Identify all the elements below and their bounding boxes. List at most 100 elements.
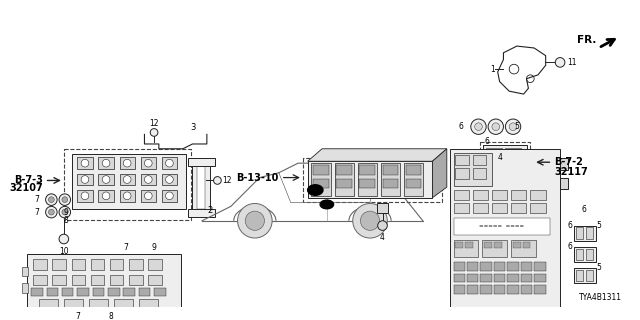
Circle shape bbox=[45, 206, 57, 218]
Text: B-13-10: B-13-10 bbox=[236, 172, 279, 183]
Bar bbox=[162, 190, 177, 202]
Text: 6: 6 bbox=[582, 205, 586, 214]
Bar bbox=[454, 274, 465, 282]
Bar bbox=[47, 288, 58, 296]
Bar bbox=[531, 190, 546, 200]
Bar bbox=[513, 242, 521, 248]
Circle shape bbox=[62, 197, 68, 203]
Bar bbox=[508, 262, 519, 271]
Bar bbox=[31, 288, 43, 296]
Circle shape bbox=[145, 176, 152, 183]
Circle shape bbox=[150, 129, 158, 136]
Bar bbox=[72, 275, 85, 285]
Bar bbox=[91, 275, 104, 285]
Circle shape bbox=[360, 211, 380, 230]
Bar bbox=[486, 161, 502, 172]
Text: 32107: 32107 bbox=[9, 183, 43, 193]
Bar bbox=[456, 155, 469, 165]
Bar bbox=[77, 288, 89, 296]
Bar bbox=[454, 262, 465, 271]
Bar bbox=[129, 259, 143, 270]
Bar bbox=[314, 165, 329, 175]
Circle shape bbox=[509, 64, 519, 74]
Circle shape bbox=[556, 58, 565, 67]
Circle shape bbox=[245, 211, 264, 230]
Bar bbox=[492, 204, 508, 213]
Circle shape bbox=[506, 119, 521, 134]
Circle shape bbox=[102, 159, 110, 167]
Bar bbox=[484, 242, 492, 248]
Bar bbox=[93, 288, 104, 296]
Bar bbox=[473, 168, 486, 179]
Circle shape bbox=[475, 123, 483, 131]
Bar bbox=[197, 166, 205, 209]
Bar bbox=[33, 275, 47, 285]
Bar bbox=[467, 274, 479, 282]
Circle shape bbox=[145, 192, 152, 200]
Text: B-7-2: B-7-2 bbox=[554, 157, 583, 167]
Ellipse shape bbox=[320, 200, 333, 209]
Bar bbox=[586, 228, 593, 239]
Bar bbox=[28, 254, 181, 320]
Text: B-7-3: B-7-3 bbox=[14, 175, 43, 186]
Bar bbox=[506, 161, 521, 172]
Bar bbox=[560, 178, 568, 189]
Bar bbox=[465, 242, 473, 248]
Circle shape bbox=[92, 310, 101, 320]
Text: 5: 5 bbox=[596, 263, 602, 272]
Circle shape bbox=[49, 209, 54, 215]
Ellipse shape bbox=[308, 185, 323, 195]
Circle shape bbox=[488, 119, 504, 134]
Bar bbox=[22, 267, 28, 276]
Bar bbox=[450, 149, 560, 307]
Bar bbox=[577, 270, 583, 281]
Bar bbox=[560, 158, 568, 170]
Bar bbox=[454, 204, 469, 213]
Circle shape bbox=[81, 176, 89, 183]
Text: 7: 7 bbox=[34, 208, 39, 217]
Bar bbox=[129, 275, 143, 285]
Bar bbox=[162, 174, 177, 185]
Bar bbox=[33, 259, 47, 270]
Bar bbox=[148, 259, 162, 270]
Circle shape bbox=[62, 209, 68, 215]
Circle shape bbox=[80, 310, 90, 320]
Bar bbox=[141, 157, 156, 169]
Bar bbox=[120, 190, 135, 202]
Bar bbox=[139, 300, 158, 309]
Circle shape bbox=[509, 123, 517, 131]
Bar bbox=[521, 274, 532, 282]
Text: 6: 6 bbox=[458, 122, 463, 131]
Text: 10: 10 bbox=[59, 247, 68, 256]
Bar bbox=[337, 165, 352, 175]
Circle shape bbox=[527, 75, 534, 83]
Bar bbox=[72, 154, 186, 209]
Circle shape bbox=[166, 159, 173, 167]
Text: 12: 12 bbox=[149, 119, 159, 128]
Text: 9: 9 bbox=[64, 208, 68, 217]
Bar bbox=[494, 285, 506, 294]
Circle shape bbox=[124, 192, 131, 200]
Bar bbox=[486, 148, 502, 158]
Circle shape bbox=[59, 206, 70, 218]
Bar bbox=[483, 145, 527, 180]
Text: 6: 6 bbox=[484, 137, 490, 146]
Bar bbox=[406, 179, 421, 188]
Text: 12: 12 bbox=[222, 176, 232, 185]
Bar bbox=[454, 190, 469, 200]
Bar bbox=[586, 249, 593, 260]
Text: 6: 6 bbox=[568, 221, 573, 230]
Bar bbox=[193, 161, 210, 214]
Bar bbox=[188, 158, 214, 166]
Text: TYA4B1311: TYA4B1311 bbox=[579, 293, 623, 302]
Polygon shape bbox=[433, 149, 447, 198]
Bar bbox=[148, 275, 162, 285]
Bar bbox=[531, 204, 546, 213]
Text: 4: 4 bbox=[380, 233, 385, 242]
Polygon shape bbox=[308, 149, 447, 161]
Text: 7: 7 bbox=[123, 244, 128, 252]
Bar bbox=[456, 242, 463, 248]
Circle shape bbox=[124, 176, 131, 183]
Circle shape bbox=[102, 176, 110, 183]
Circle shape bbox=[59, 234, 68, 244]
